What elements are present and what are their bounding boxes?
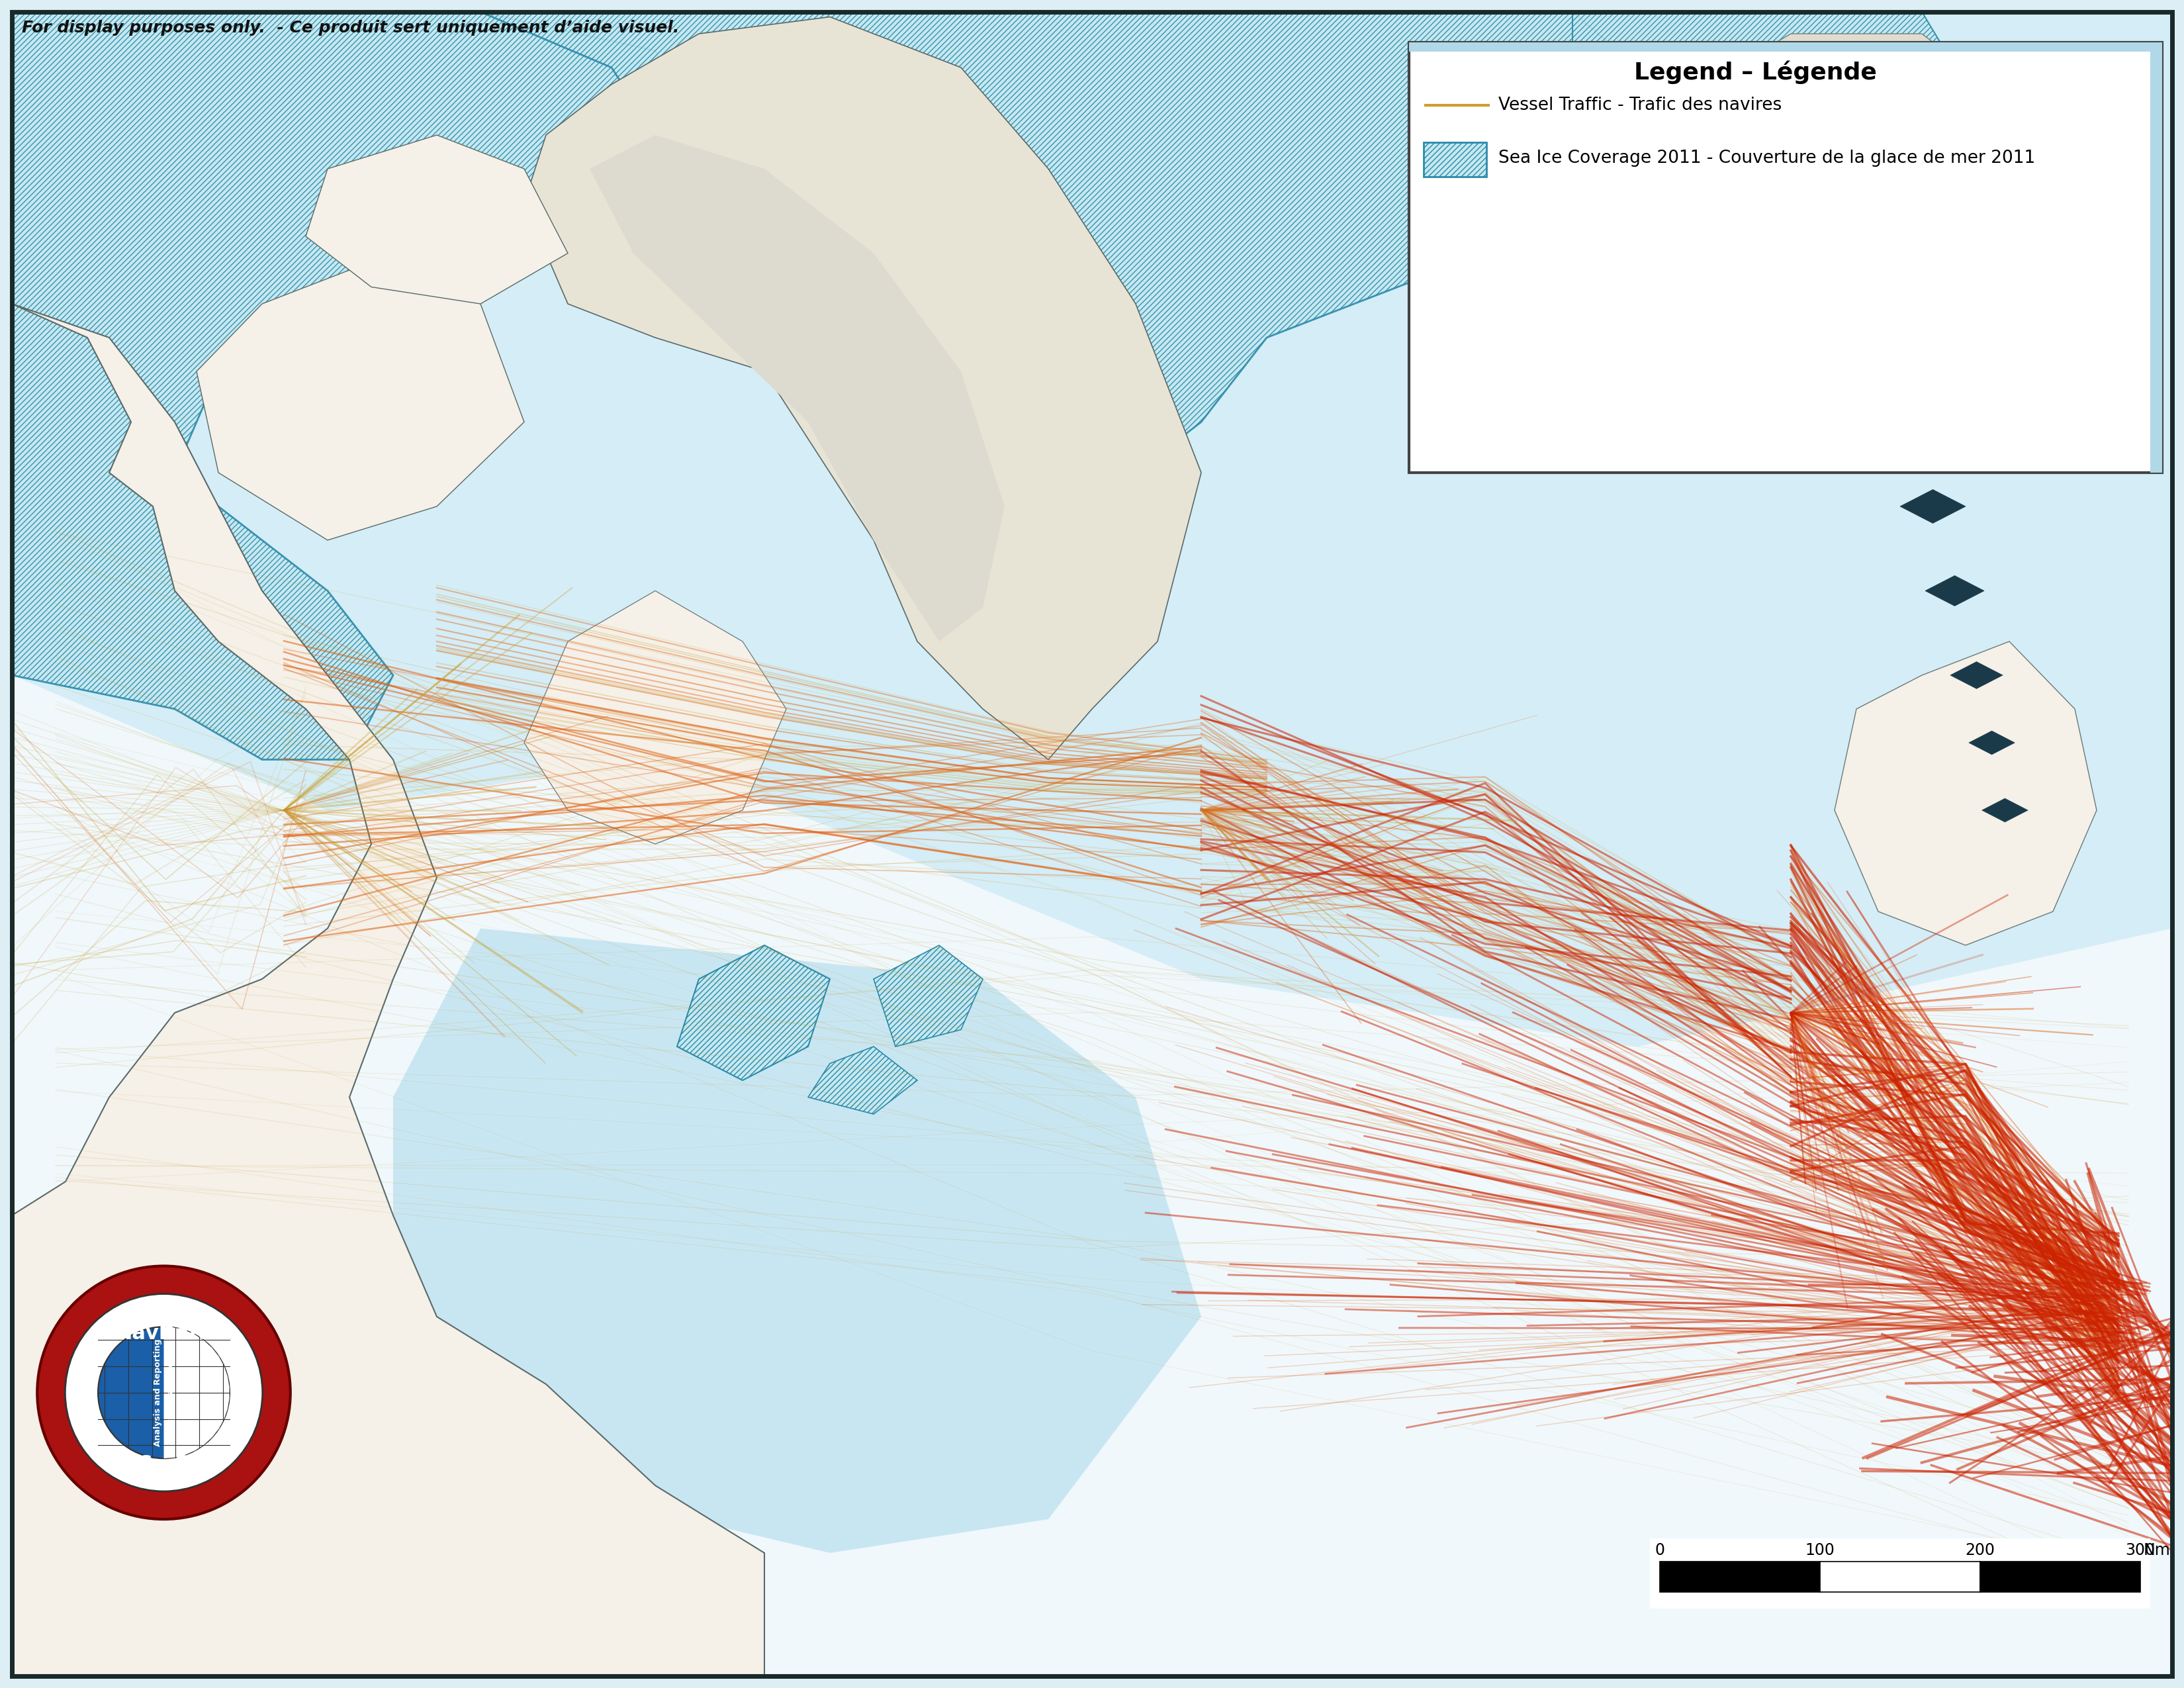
Polygon shape bbox=[11, 1266, 546, 1676]
Polygon shape bbox=[874, 945, 983, 1047]
Polygon shape bbox=[1950, 662, 2003, 689]
Polygon shape bbox=[524, 17, 1201, 760]
Polygon shape bbox=[590, 135, 1005, 641]
Polygon shape bbox=[393, 928, 1201, 1553]
Text: Nm: Nm bbox=[2145, 1543, 2171, 1558]
Bar bbox=[1819, 1561, 1981, 1592]
Text: NavData: NavData bbox=[116, 1323, 212, 1344]
Polygon shape bbox=[11, 12, 2173, 1047]
Polygon shape bbox=[164, 1327, 229, 1458]
Text: Rapports et Analyses: Rapports et Analyses bbox=[166, 1344, 175, 1442]
Text: 100: 100 bbox=[1806, 1543, 1835, 1558]
Text: Vessel Traffic - Trafic des navires: Vessel Traffic - Trafic des navires bbox=[1498, 96, 1782, 113]
Text: Sea Ice Coverage 2011 - Couverture de la glace de mer 2011: Sea Ice Coverage 2011 - Couverture de la… bbox=[1498, 150, 2035, 167]
Bar bbox=[1981, 1561, 2140, 1592]
Text: For display purposes only.  - Ce produit sert uniquement d’aide visuel.: For display purposes only. - Ce produit … bbox=[22, 20, 679, 35]
Bar bbox=[1409, 42, 2162, 51]
Polygon shape bbox=[480, 12, 1638, 473]
Polygon shape bbox=[11, 304, 764, 1676]
Circle shape bbox=[37, 1266, 290, 1519]
Bar bbox=[1660, 1561, 1819, 1592]
Polygon shape bbox=[1983, 798, 2029, 822]
Polygon shape bbox=[1660, 34, 2009, 253]
Circle shape bbox=[66, 1293, 262, 1492]
Polygon shape bbox=[1926, 576, 1983, 606]
Bar bbox=[1649, 1538, 2151, 1609]
Text: Legend – Légende: Legend – Légende bbox=[1634, 61, 1876, 84]
Text: Analysis and Reporting: Analysis and Reporting bbox=[153, 1339, 162, 1447]
Polygon shape bbox=[808, 1047, 917, 1114]
Polygon shape bbox=[1572, 12, 1966, 203]
Polygon shape bbox=[1970, 731, 2014, 755]
Polygon shape bbox=[11, 12, 699, 760]
Text: CCG – GCC: CCG – GCC bbox=[111, 1455, 216, 1474]
Polygon shape bbox=[197, 253, 524, 540]
Polygon shape bbox=[524, 591, 786, 844]
Polygon shape bbox=[1900, 490, 1966, 523]
Polygon shape bbox=[306, 135, 568, 304]
Text: 200: 200 bbox=[1966, 1543, 1994, 1558]
Bar bbox=[2151, 42, 2162, 473]
Polygon shape bbox=[677, 945, 830, 1080]
Polygon shape bbox=[1872, 402, 1950, 442]
Circle shape bbox=[98, 1327, 229, 1458]
Bar bbox=[1409, 42, 2162, 473]
Polygon shape bbox=[1835, 641, 2097, 945]
Text: 300: 300 bbox=[2125, 1543, 2156, 1558]
Bar bbox=[1424, 142, 1485, 177]
Text: 0: 0 bbox=[1655, 1543, 1664, 1558]
